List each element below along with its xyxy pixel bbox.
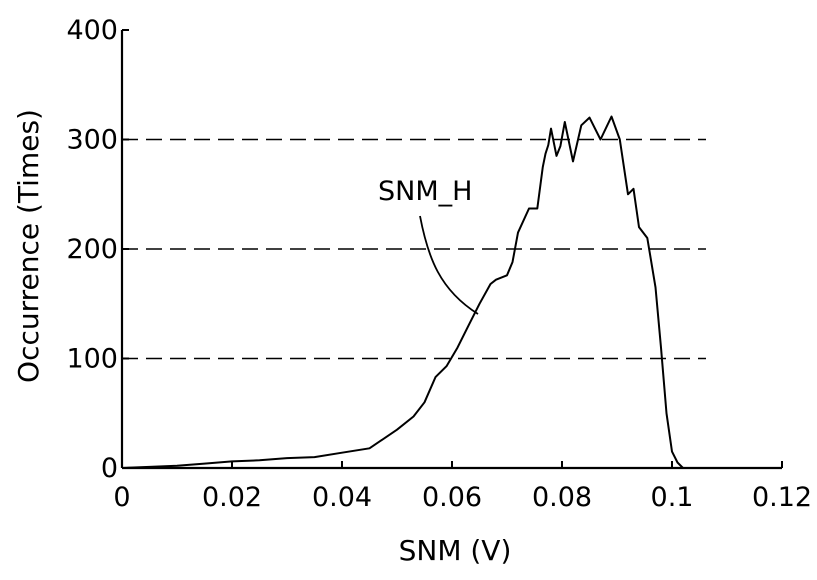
x-tick-label: 0.1 (651, 482, 694, 513)
x-tick-label: 0.06 (422, 482, 482, 513)
series (121, 115, 684, 469)
y-axis-ticks: 0 100 200 300 400 (66, 15, 129, 484)
x-axis-ticks: 0 0.02 0.04 0.06 0.08 0.1 0.12 (113, 461, 812, 513)
annotations: SNM_H (378, 176, 479, 315)
x-tick-label: 0.08 (532, 482, 592, 513)
grid (122, 138, 706, 360)
x-axis-title: SNM (V) (399, 534, 512, 567)
y-tick-label: 100 (66, 344, 118, 375)
x-tick-label: 0 (113, 482, 130, 513)
y-tick-label: 300 (66, 125, 118, 156)
y-axis-title: Occurrence (Times) (12, 109, 45, 383)
annotation-leader-line (419, 215, 479, 315)
series-annotation-label: SNM_H (378, 176, 472, 207)
y-tick-label: 0 (101, 453, 118, 484)
y-tick-label: 200 (66, 234, 118, 265)
x-tick-label: 0.02 (202, 482, 262, 513)
x-tick-label: 0.12 (752, 482, 812, 513)
series-line-snm-h (121, 115, 684, 469)
x-tick-label: 0.04 (312, 482, 372, 513)
y-tick-label: 400 (66, 15, 118, 46)
